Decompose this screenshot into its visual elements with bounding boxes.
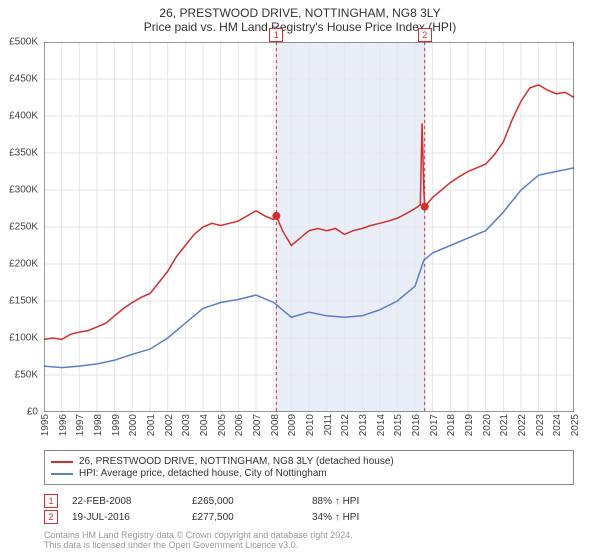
footer-line: This data is licensed under the Open Gov… bbox=[44, 540, 574, 550]
sales-table: 1 22-FEB-2008 £265,000 88% ↑ HPI 2 19-JU… bbox=[44, 492, 574, 526]
legend-swatch bbox=[51, 473, 73, 475]
plot-area bbox=[44, 42, 574, 412]
sale-marker-icon: 1 bbox=[269, 28, 283, 42]
chart-container: 26, PRESTWOOD DRIVE, NOTTINGHAM, NG8 3LY… bbox=[0, 0, 600, 560]
x-axis-labels: 1995199619971998199920002001200220032004… bbox=[44, 414, 574, 450]
legend: 26, PRESTWOOD DRIVE, NOTTINGHAM, NG8 3LY… bbox=[44, 450, 574, 485]
sale-row: 2 19-JUL-2016 £277,500 34% ↑ HPI bbox=[44, 510, 574, 524]
sale-marker-icon: 2 bbox=[44, 510, 58, 524]
sale-date: 22-FEB-2008 bbox=[72, 496, 192, 507]
legend-label: HPI: Average price, detached house, City… bbox=[79, 468, 327, 479]
footer: Contains HM Land Registry data © Crown c… bbox=[44, 530, 574, 550]
sale-price: £277,500 bbox=[192, 512, 312, 523]
sale-date: 19-JUL-2016 bbox=[72, 512, 192, 523]
sale-price: £265,000 bbox=[192, 496, 312, 507]
sale-marker-icon: 1 bbox=[44, 494, 58, 508]
footer-line: Contains HM Land Registry data © Crown c… bbox=[44, 530, 574, 540]
sale-row: 1 22-FEB-2008 £265,000 88% ↑ HPI bbox=[44, 494, 574, 508]
sale-vs-hpi: 88% ↑ HPI bbox=[312, 496, 432, 507]
legend-row: 26, PRESTWOOD DRIVE, NOTTINGHAM, NG8 3LY… bbox=[51, 456, 567, 467]
y-axis-labels: £0£50K£100K£150K£200K£250K£300K£350K£400… bbox=[0, 42, 42, 412]
legend-row: HPI: Average price, detached house, City… bbox=[51, 468, 567, 479]
title: 26, PRESTWOOD DRIVE, NOTTINGHAM, NG8 3LY bbox=[0, 0, 600, 20]
sale-vs-hpi: 34% ↑ HPI bbox=[312, 512, 432, 523]
chart-svg bbox=[44, 42, 574, 412]
legend-label: 26, PRESTWOOD DRIVE, NOTTINGHAM, NG8 3LY… bbox=[79, 456, 394, 467]
sale-marker-icon: 2 bbox=[418, 28, 432, 42]
subtitle: Price paid vs. HM Land Registry's House … bbox=[0, 20, 600, 34]
legend-swatch bbox=[51, 461, 73, 463]
